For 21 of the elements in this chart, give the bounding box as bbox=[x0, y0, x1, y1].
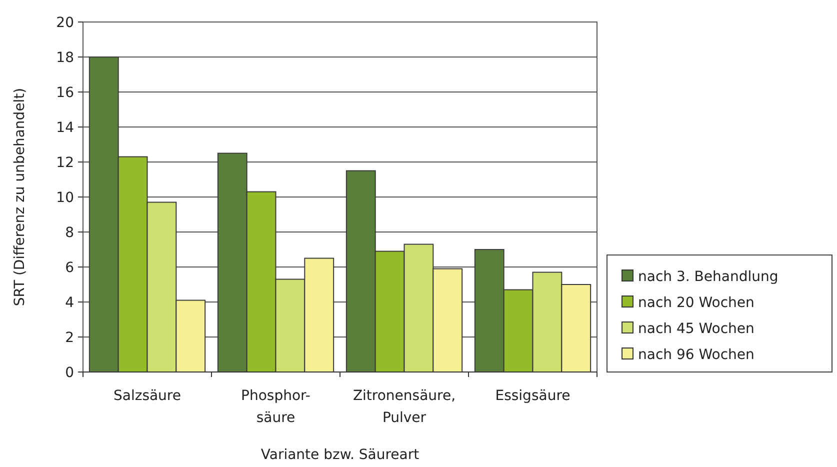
y-tick-label: 20 bbox=[56, 14, 74, 31]
x-tick-label: Salzsäure bbox=[113, 388, 182, 404]
y-tick-label: 4 bbox=[65, 294, 74, 311]
legend-label: nach 96 Wochen bbox=[638, 346, 754, 363]
x-tick-label: Essigsäure bbox=[495, 388, 570, 404]
legend-label: nach 20 Wochen bbox=[638, 294, 754, 311]
y-tick-label: 0 bbox=[65, 364, 74, 381]
y-tick-label: 8 bbox=[65, 224, 74, 241]
x-tick-label: Phosphor- säure bbox=[241, 388, 310, 426]
legend-label: nach 45 Wochen bbox=[638, 320, 754, 337]
y-tick-label: 12 bbox=[56, 154, 74, 171]
x-tick-label: Zitronensäure, Pulver bbox=[352, 388, 456, 426]
y-tick-label: 10 bbox=[56, 190, 74, 206]
x-axis-title: Variante bzw. Säureart bbox=[260, 447, 420, 463]
legend-label: nach 3. Behandlung bbox=[638, 268, 778, 285]
y-tick-label: 14 bbox=[56, 120, 74, 136]
y-axis-title: SRT (Differenz zu unbehandelt) bbox=[12, 88, 28, 306]
y-tick-label: 6 bbox=[65, 260, 74, 276]
y-tick-label: 2 bbox=[65, 330, 74, 346]
y-tick-label: 18 bbox=[56, 50, 74, 66]
y-tick-label: 16 bbox=[56, 84, 74, 101]
